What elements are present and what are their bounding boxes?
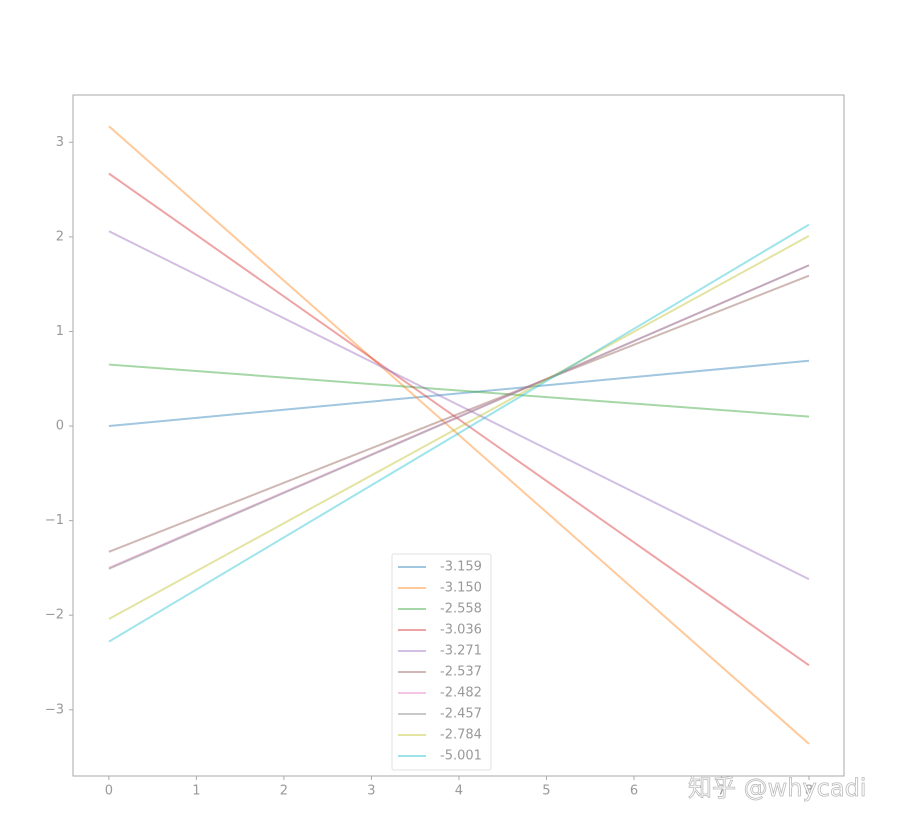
x-tick-label: 8 — [805, 784, 813, 799]
legend-label: -2.784 — [440, 728, 482, 743]
legend-label: -2.457 — [440, 707, 482, 722]
x-tick-label: 5 — [542, 784, 550, 799]
y-tick-label: 2 — [56, 229, 64, 244]
legend-label: -2.482 — [440, 686, 482, 701]
legend: -3.159 -3.150 -2.558 -3.036 -3.271 -2.537 -2.4… — [391, 553, 492, 771]
y-tick-label: −3 — [45, 702, 64, 717]
legend-label: -2.558 — [440, 602, 482, 617]
x-tick-label: 7 — [717, 784, 725, 799]
y-tick-label: 0 — [56, 419, 64, 434]
x-tick-label: 3 — [367, 784, 375, 799]
x-tick-label: 1 — [192, 784, 200, 799]
series-line — [108, 274, 810, 553]
watermark: 知乎 @whycadi — [688, 774, 866, 802]
legend-label: -5.001 — [440, 749, 482, 764]
legend-label: -2.537 — [440, 665, 482, 680]
series-line — [108, 172, 810, 667]
y-tick-label: −2 — [45, 608, 64, 623]
x-tick-label: 2 — [280, 784, 288, 799]
y-tick-label: −1 — [45, 513, 64, 528]
legend-label: -3.271 — [440, 644, 482, 659]
series-line — [108, 223, 810, 643]
series-line — [108, 235, 810, 620]
legend-label: -3.159 — [440, 560, 482, 575]
legend-box — [391, 553, 492, 771]
x-tick-label: 6 — [630, 784, 638, 799]
y-tick-label: 1 — [56, 324, 64, 339]
series-line — [108, 230, 810, 581]
series-line — [108, 264, 810, 570]
x-tick-label: 4 — [455, 784, 463, 799]
series-line — [108, 125, 810, 745]
x-tick-label: 0 — [105, 784, 113, 799]
series-line — [108, 359, 810, 428]
legend-label: -3.150 — [440, 581, 482, 596]
series-line — [108, 363, 810, 418]
legend-label: -3.036 — [440, 623, 482, 638]
y-tick-label: 3 — [56, 135, 64, 150]
series-line — [108, 264, 810, 569]
